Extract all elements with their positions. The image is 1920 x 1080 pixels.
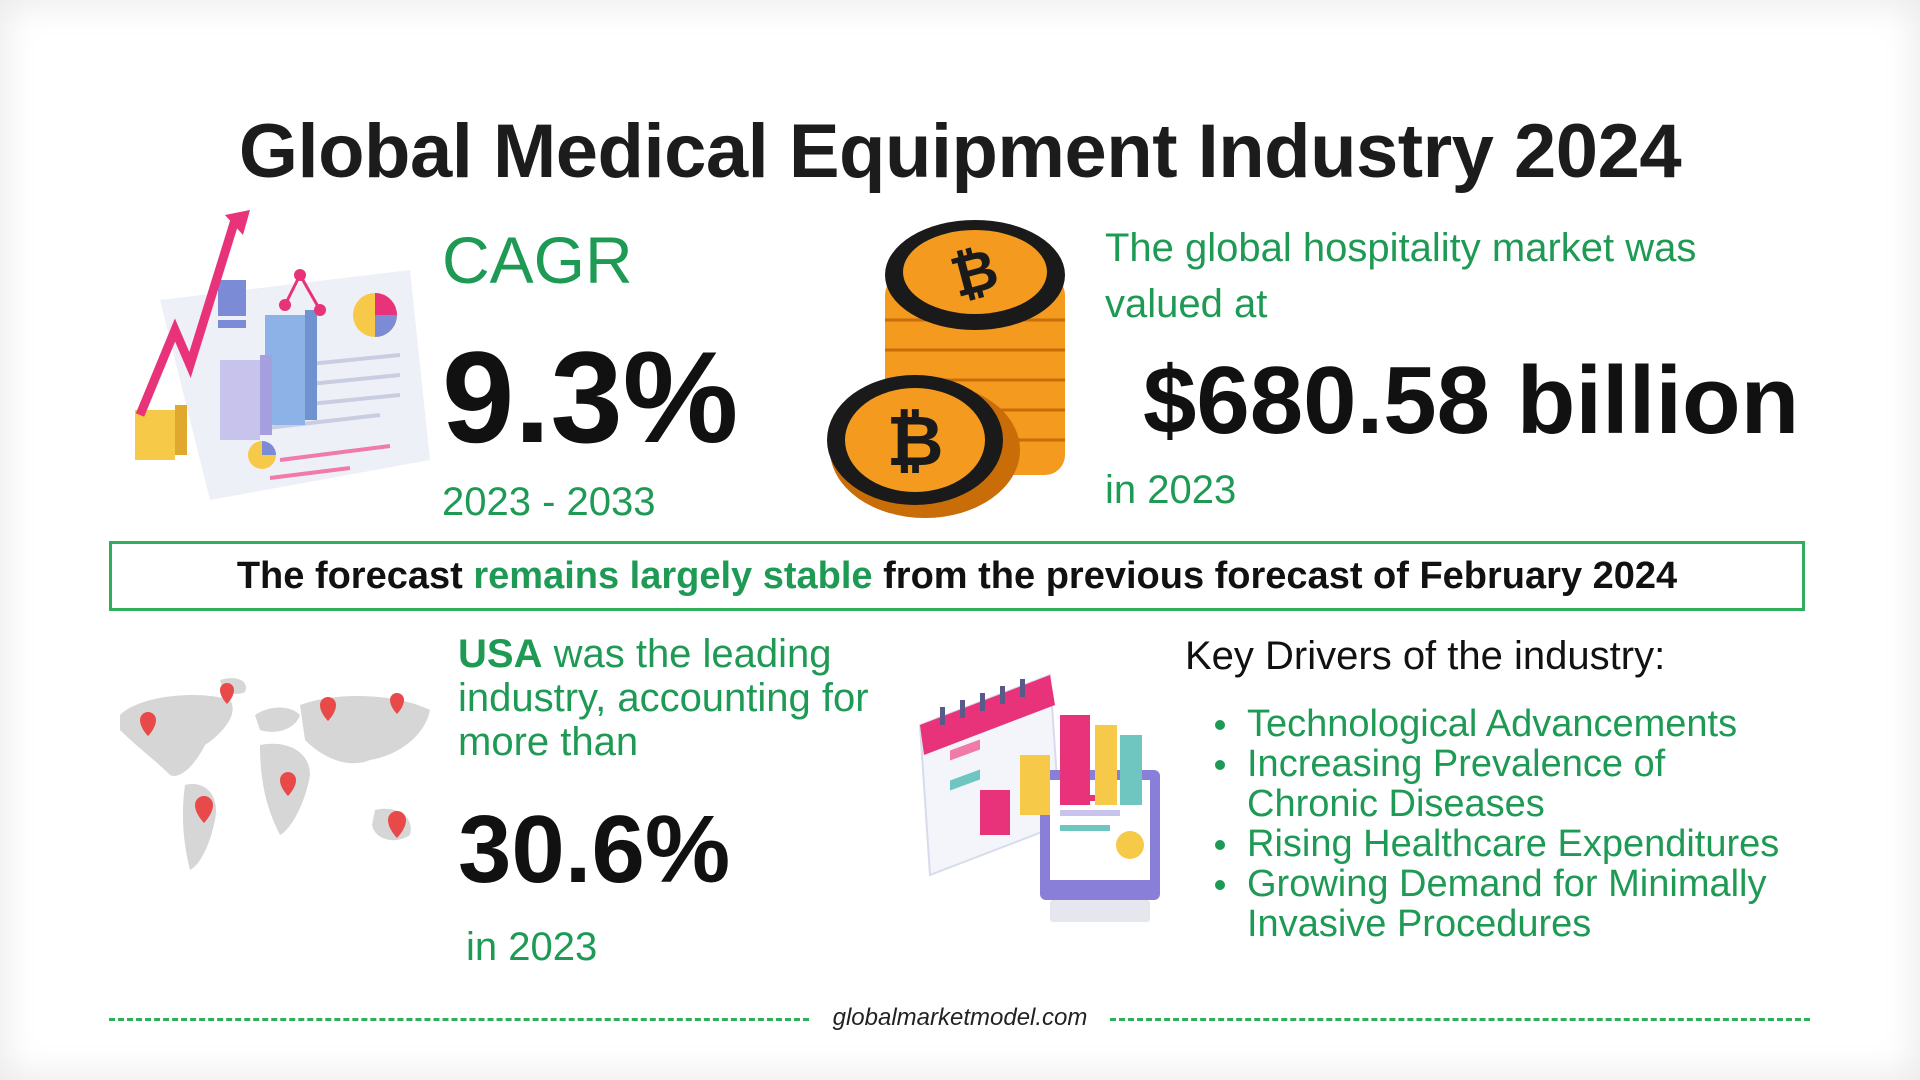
svg-text:₿: ₿ [886, 400, 943, 482]
region-year: in 2023 [466, 925, 598, 969]
footer-site: globalmarketmodel.com [832, 1004, 1088, 1031]
forecast-suffix: from the previous forecast of February 2… [883, 554, 1678, 597]
cagr-label: CAGR [442, 223, 633, 297]
bitcoin-coins-illustration: ₿ ₿ [827, 220, 1065, 518]
world-map-pins-illustration [120, 678, 430, 870]
market-value: $680.58 billion [1143, 347, 1800, 454]
region-leader: USA [458, 632, 543, 676]
market-intro: The global hospitality market was valued… [1105, 226, 1697, 326]
footer-divider-left [109, 1018, 809, 1021]
region-text: USA was the leading industry, accounting… [458, 632, 898, 764]
forecast-banner: The forecast remains largely stable from… [109, 541, 1805, 611]
forecast-highlight: remains largely stable [473, 554, 873, 597]
region-value: 30.6% [458, 796, 731, 903]
cagr-period: 2023 - 2033 [442, 480, 656, 524]
calendar-dashboard-illustration [918, 673, 1160, 922]
region-description: was the leading industry, accounting for… [458, 632, 869, 764]
cagr-value: 9.3% [442, 324, 739, 470]
market-year: in 2023 [1105, 468, 1237, 512]
footer-divider-right [1110, 1018, 1810, 1021]
list-item: Increasing Prevalence of Chronic Disease… [1215, 744, 1795, 824]
growth-chart-illustration [135, 210, 430, 500]
forecast-prefix: The forecast [236, 554, 463, 597]
list-item: Rising Healthcare Expenditures [1215, 824, 1795, 864]
page-title: Global Medical Equipment Industry 2024 [238, 109, 1682, 194]
drivers-title: Key Drivers of the industry: [1185, 634, 1666, 678]
list-item: Technological Advancements [1215, 704, 1795, 744]
drivers-list: Technological Advancements Increasing Pr… [1215, 704, 1795, 944]
list-item: Growing Demand for Minimally Invasive Pr… [1215, 864, 1795, 944]
